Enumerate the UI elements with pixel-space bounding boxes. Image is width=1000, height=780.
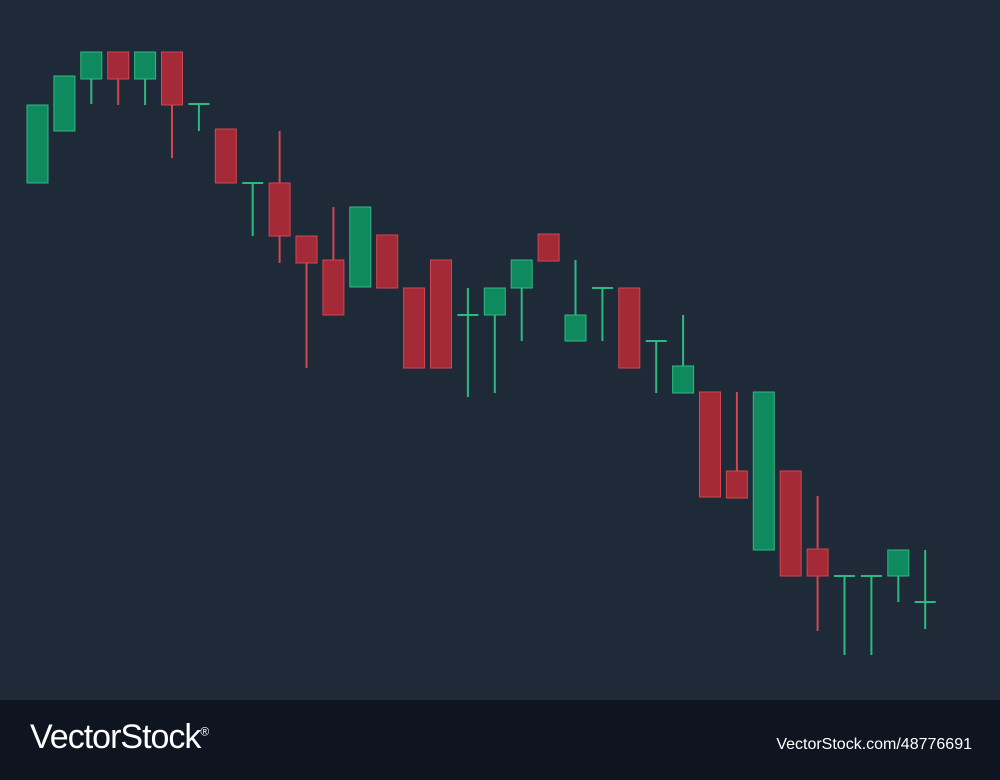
candle-1	[26, 104, 49, 184]
candle-34	[914, 550, 936, 629]
candle-body	[564, 314, 587, 342]
candle-23	[618, 287, 641, 369]
candle-5	[134, 51, 157, 105]
candle-16	[430, 259, 452, 369]
candle-29	[779, 470, 802, 577]
candle-14	[376, 234, 399, 289]
candle-body	[295, 235, 318, 264]
candle-7	[188, 103, 210, 131]
candle-15	[403, 287, 426, 369]
candle-body	[53, 75, 76, 132]
candle-28	[752, 391, 775, 551]
candle-10	[268, 131, 291, 263]
candle-body	[214, 128, 237, 184]
candle-26	[699, 391, 721, 498]
candle-body	[376, 234, 399, 289]
candle-18	[483, 287, 506, 393]
candle-body	[779, 470, 802, 577]
candle-body	[887, 549, 910, 577]
candle-24	[645, 340, 667, 393]
vectorstock-logo: VectorStock®	[30, 718, 209, 757]
candle-body	[672, 365, 695, 394]
registered-mark: ®	[200, 724, 210, 739]
candle-9	[242, 182, 264, 236]
candle-body	[699, 391, 721, 498]
candle-25	[672, 315, 695, 394]
candlestick-chart	[26, 51, 936, 655]
candle-body	[618, 287, 641, 369]
candles-group	[26, 51, 936, 655]
candle-8	[214, 128, 237, 184]
candle-27	[725, 392, 748, 499]
candle-20	[537, 233, 560, 262]
candle-13	[349, 206, 372, 288]
image-id-label: VectorStock.com/48776691	[776, 736, 972, 753]
candle-3	[80, 51, 103, 104]
candle-11	[295, 235, 318, 368]
candle-body	[725, 470, 748, 499]
candle-17	[457, 288, 479, 397]
candle-31	[834, 575, 855, 655]
candle-body	[752, 391, 775, 551]
candle-body	[322, 259, 345, 316]
candle-6	[161, 51, 183, 158]
candle-4	[107, 51, 130, 105]
candle-body	[537, 233, 560, 262]
candle-body	[161, 51, 183, 106]
watermark-footer: VectorStock® VectorStock.com/48776691	[0, 700, 1000, 780]
candle-body	[134, 51, 157, 80]
candle-33	[887, 549, 910, 602]
candle-body	[107, 51, 130, 80]
candle-12	[322, 207, 345, 316]
logo-text: VectorStock	[30, 718, 201, 756]
candle-32	[860, 575, 882, 655]
candle-body	[806, 548, 829, 577]
candle-30	[806, 496, 829, 631]
candle-body	[80, 51, 103, 80]
candle-body	[483, 287, 506, 316]
candle-body	[510, 259, 533, 289]
candle-body	[430, 259, 452, 369]
candle-body	[26, 104, 49, 184]
candle-body	[403, 287, 426, 369]
candle-21	[564, 260, 587, 342]
candle-body	[349, 206, 372, 288]
chart-canvas	[26, 51, 936, 655]
candle-body	[268, 182, 291, 237]
candle-22	[591, 287, 613, 341]
candle-2	[53, 75, 76, 132]
candle-19	[510, 259, 533, 341]
